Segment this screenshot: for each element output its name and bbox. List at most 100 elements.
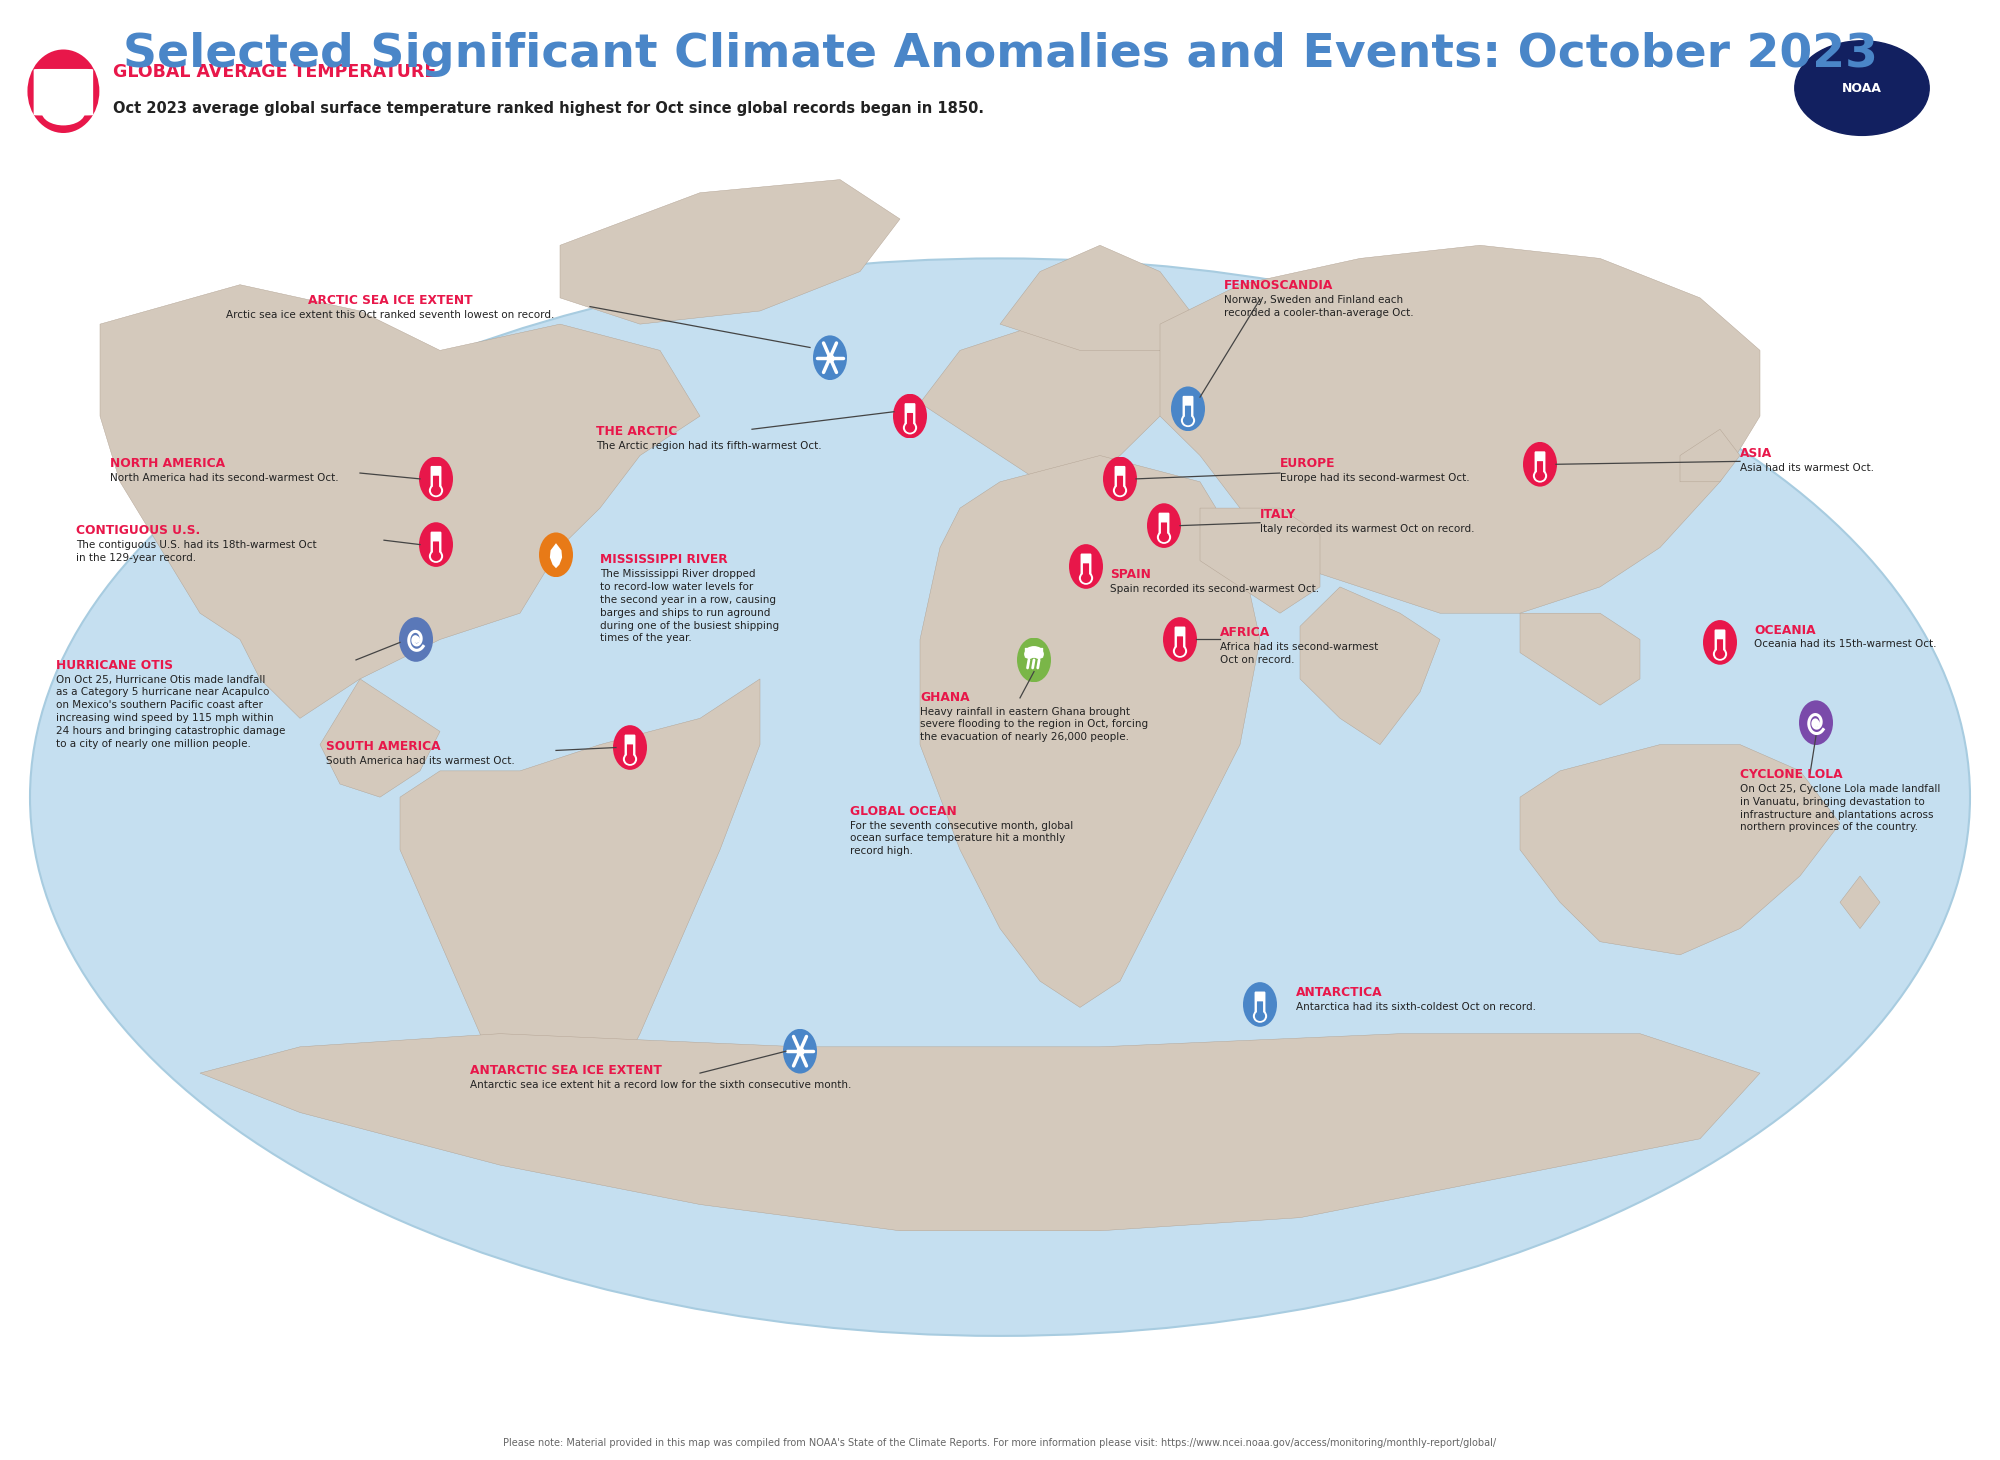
- Text: Heavy rainfall in eastern Ghana brought
severe flooding to the region in Oct, fo: Heavy rainfall in eastern Ghana brought …: [920, 707, 1148, 742]
- Ellipse shape: [420, 523, 452, 566]
- FancyBboxPatch shape: [1158, 512, 1170, 537]
- Text: Europe had its second-warmest Oct.: Europe had its second-warmest Oct.: [1280, 473, 1470, 483]
- Polygon shape: [320, 679, 440, 797]
- Text: AFRICA: AFRICA: [1220, 626, 1270, 639]
- Text: Selected Significant Climate Anomalies and Events: October 2023: Selected Significant Climate Anomalies a…: [122, 32, 1878, 77]
- FancyBboxPatch shape: [1174, 626, 1186, 651]
- Text: ANTARCTICA: ANTARCTICA: [1296, 986, 1382, 999]
- FancyBboxPatch shape: [1714, 629, 1726, 654]
- Ellipse shape: [892, 394, 928, 438]
- FancyBboxPatch shape: [1080, 553, 1092, 578]
- Ellipse shape: [902, 420, 918, 435]
- Ellipse shape: [1254, 1012, 1266, 1021]
- Ellipse shape: [1252, 1009, 1268, 1023]
- Ellipse shape: [1114, 486, 1126, 495]
- Text: For the seventh consecutive month, global
ocean surface temperature hit a monthl: For the seventh consecutive month, globa…: [850, 821, 1074, 856]
- Ellipse shape: [428, 483, 444, 498]
- Text: NORTH AMERICA: NORTH AMERICA: [110, 457, 226, 470]
- Text: On Oct 25, Hurricane Otis made landfall
as a Category 5 hurricane near Acapulco
: On Oct 25, Hurricane Otis made landfall …: [56, 675, 286, 749]
- Ellipse shape: [430, 486, 442, 495]
- Ellipse shape: [1524, 442, 1558, 486]
- FancyBboxPatch shape: [1176, 637, 1184, 651]
- Ellipse shape: [1172, 387, 1204, 431]
- Polygon shape: [100, 285, 700, 718]
- Polygon shape: [550, 543, 562, 568]
- Text: GLOBAL OCEAN: GLOBAL OCEAN: [850, 804, 956, 818]
- Ellipse shape: [1172, 644, 1188, 658]
- Text: South America had its warmest Oct.: South America had its warmest Oct.: [326, 756, 514, 766]
- Text: FENNOSCANDIA: FENNOSCANDIA: [1224, 279, 1334, 292]
- Ellipse shape: [1712, 647, 1728, 661]
- Ellipse shape: [904, 423, 916, 432]
- FancyBboxPatch shape: [1116, 476, 1124, 491]
- Text: ANTARCTIC SEA ICE EXTENT: ANTARCTIC SEA ICE EXTENT: [470, 1064, 662, 1077]
- FancyBboxPatch shape: [906, 413, 914, 428]
- Text: Please note: Material provided in this map was compiled from NOAA's State of the: Please note: Material provided in this m…: [504, 1438, 1496, 1448]
- FancyBboxPatch shape: [624, 734, 636, 759]
- Ellipse shape: [784, 1029, 818, 1073]
- Text: GHANA: GHANA: [920, 691, 970, 704]
- Polygon shape: [1840, 876, 1880, 929]
- Circle shape: [1794, 41, 1930, 136]
- Polygon shape: [1200, 508, 1320, 613]
- Ellipse shape: [1174, 647, 1186, 656]
- Ellipse shape: [1180, 413, 1196, 428]
- Text: THE ARCTIC: THE ARCTIC: [596, 425, 678, 438]
- Ellipse shape: [1158, 533, 1170, 542]
- Text: GLOBAL AVERAGE TEMPERATURE: GLOBAL AVERAGE TEMPERATURE: [112, 63, 436, 80]
- Polygon shape: [200, 1034, 1760, 1231]
- Ellipse shape: [1026, 647, 1042, 657]
- FancyBboxPatch shape: [1182, 396, 1194, 420]
- FancyBboxPatch shape: [1082, 564, 1090, 578]
- Ellipse shape: [1714, 650, 1726, 658]
- FancyBboxPatch shape: [432, 542, 440, 556]
- Ellipse shape: [1148, 504, 1180, 548]
- Text: Norway, Sweden and Finland each
recorded a cooler-than-average Oct.: Norway, Sweden and Finland each recorded…: [1224, 295, 1414, 318]
- Ellipse shape: [1156, 530, 1172, 545]
- Polygon shape: [1680, 429, 1740, 482]
- FancyBboxPatch shape: [1254, 991, 1266, 1016]
- Ellipse shape: [1068, 545, 1104, 588]
- Ellipse shape: [1704, 620, 1736, 664]
- Ellipse shape: [612, 726, 648, 769]
- Ellipse shape: [30, 258, 1970, 1336]
- Ellipse shape: [1104, 457, 1138, 501]
- Ellipse shape: [1024, 650, 1034, 658]
- Text: Italy recorded its warmest Oct on record.: Italy recorded its warmest Oct on record…: [1260, 524, 1474, 534]
- Text: Antarctic sea ice extent hit a record low for the sixth consecutive month.: Antarctic sea ice extent hit a record lo…: [470, 1080, 852, 1091]
- Text: North America had its second-warmest Oct.: North America had its second-warmest Oct…: [110, 473, 338, 483]
- Polygon shape: [1520, 613, 1640, 705]
- Ellipse shape: [624, 755, 636, 764]
- FancyBboxPatch shape: [904, 403, 916, 428]
- Ellipse shape: [1078, 571, 1094, 585]
- Text: The Mississippi River dropped
to record-low water levels for
the second year in : The Mississippi River dropped to record-…: [600, 569, 780, 644]
- Polygon shape: [560, 180, 900, 324]
- Ellipse shape: [1534, 472, 1546, 480]
- Ellipse shape: [1164, 618, 1196, 661]
- Ellipse shape: [1034, 650, 1044, 658]
- Ellipse shape: [1532, 469, 1548, 483]
- Ellipse shape: [428, 549, 444, 564]
- FancyBboxPatch shape: [430, 531, 442, 556]
- Ellipse shape: [1080, 574, 1092, 583]
- Text: HURRICANE OTIS: HURRICANE OTIS: [56, 658, 174, 672]
- Ellipse shape: [1018, 638, 1052, 682]
- FancyBboxPatch shape: [34, 69, 94, 115]
- Text: On Oct 25, Cyclone Lola made landfall
in Vanuatu, bringing devastation to
infras: On Oct 25, Cyclone Lola made landfall in…: [1740, 784, 1940, 832]
- Text: ITALY: ITALY: [1260, 508, 1296, 521]
- Ellipse shape: [1112, 483, 1128, 498]
- FancyBboxPatch shape: [430, 466, 442, 491]
- Ellipse shape: [1244, 983, 1278, 1026]
- Ellipse shape: [28, 50, 100, 133]
- FancyBboxPatch shape: [1184, 406, 1192, 420]
- Ellipse shape: [42, 99, 86, 126]
- Text: MISSISSIPPI RIVER: MISSISSIPPI RIVER: [600, 553, 728, 566]
- Ellipse shape: [812, 336, 848, 380]
- Ellipse shape: [622, 752, 638, 766]
- FancyBboxPatch shape: [1256, 1002, 1264, 1016]
- Text: OCEANIA: OCEANIA: [1754, 623, 1816, 637]
- Ellipse shape: [398, 618, 432, 661]
- Text: The contiguous U.S. had its 18th-warmest Oct
in the 129-year record.: The contiguous U.S. had its 18th-warmest…: [76, 540, 316, 564]
- Text: SPAIN: SPAIN: [1110, 568, 1150, 581]
- Polygon shape: [920, 456, 1260, 1007]
